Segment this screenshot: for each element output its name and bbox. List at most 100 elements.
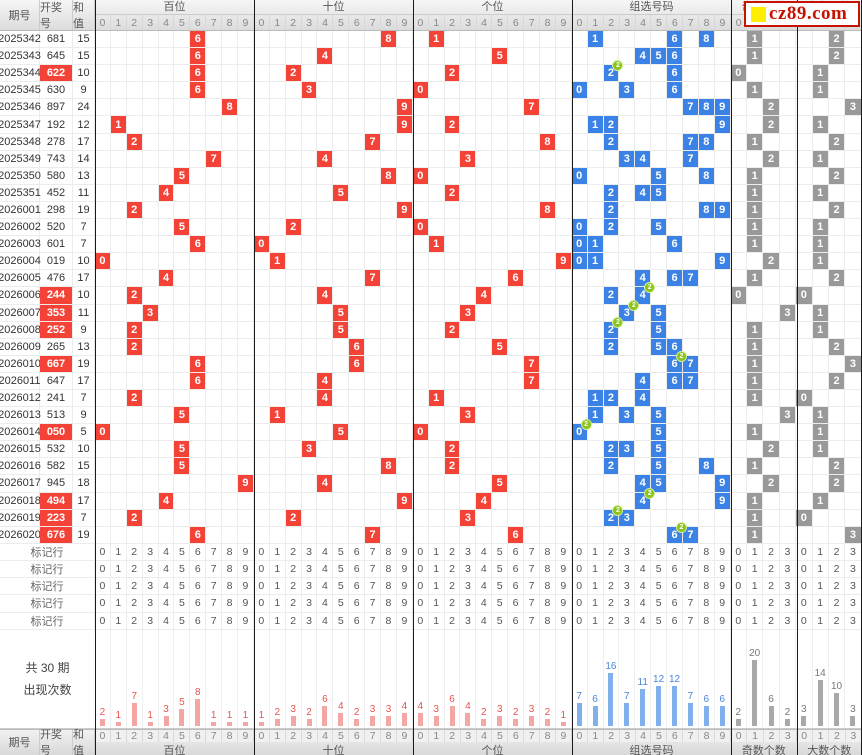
mark-cell-bai-6[interactable]: 6 (190, 595, 207, 613)
mark-cell-zu-2[interactable]: 2 (603, 561, 620, 579)
mark-cell-shi-9[interactable]: 9 (396, 595, 413, 613)
mark-cell-ge-4[interactable]: 4 (476, 543, 493, 561)
mark-cell-shi-1[interactable]: 1 (269, 612, 286, 630)
mark-cell-bai-3[interactable]: 3 (142, 561, 159, 579)
mark-cell-ji-1[interactable]: 1 (747, 543, 764, 561)
mark-cell-ge-3[interactable]: 3 (460, 578, 477, 596)
mark-cell-ge-0[interactable]: 0 (412, 612, 429, 630)
mark-cell-ge-2[interactable]: 2 (444, 595, 461, 613)
mark-cell-shi-6[interactable]: 6 (349, 595, 366, 613)
mark-cell-zu-5[interactable]: 5 (651, 595, 668, 613)
mark-cell-bai-8[interactable]: 8 (222, 612, 239, 630)
mark-cell-ge-5[interactable]: 5 (492, 543, 509, 561)
mark-cell-da-0[interactable]: 0 (796, 543, 813, 561)
mark-cell-zu-4[interactable]: 4 (635, 578, 652, 596)
mark-cell-zu-3[interactable]: 3 (619, 561, 636, 579)
mark-cell-zu-9[interactable]: 9 (714, 595, 731, 613)
mark-cell-zu-6[interactable]: 6 (667, 595, 683, 613)
mark-cell-bai-5[interactable]: 5 (174, 612, 191, 630)
mark-cell-da-0[interactable]: 0 (796, 561, 813, 579)
mark-cell-da-3[interactable]: 3 (845, 543, 862, 561)
mark-cell-da-0[interactable]: 0 (796, 612, 813, 630)
mark-cell-shi-8[interactable]: 8 (381, 595, 397, 613)
mark-cell-zu-6[interactable]: 6 (667, 561, 683, 579)
mark-cell-bai-8[interactable]: 8 (222, 561, 239, 579)
mark-cell-da-1[interactable]: 1 (812, 595, 829, 613)
mark-cell-da-3[interactable]: 3 (845, 561, 862, 579)
mark-cell-zu-4[interactable]: 4 (635, 543, 652, 561)
mark-cell-bai-9[interactable]: 9 (238, 595, 254, 613)
mark-cell-ge-6[interactable]: 6 (508, 561, 525, 579)
mark-cell-zu-4[interactable]: 4 (635, 595, 652, 613)
mark-cell-zu-0[interactable]: 0 (571, 561, 588, 579)
mark-cell-da-2[interactable]: 2 (828, 561, 846, 579)
mark-cell-ge-1[interactable]: 1 (428, 612, 445, 630)
mark-cell-ge-7[interactable]: 7 (524, 595, 540, 613)
mark-cell-shi-5[interactable]: 5 (333, 595, 350, 613)
mark-cell-zu-1[interactable]: 1 (587, 578, 604, 596)
mark-cell-shi-1[interactable]: 1 (269, 595, 286, 613)
mark-cell-ge-3[interactable]: 3 (460, 543, 477, 561)
mark-cell-ji-2[interactable]: 2 (763, 543, 780, 561)
mark-cell-bai-4[interactable]: 4 (158, 578, 175, 596)
mark-cell-shi-5[interactable]: 5 (333, 543, 350, 561)
mark-cell-shi-7[interactable]: 7 (365, 578, 382, 596)
mark-cell-bai-2[interactable]: 2 (126, 612, 143, 630)
mark-cell-zu-1[interactable]: 1 (587, 561, 604, 579)
mark-cell-bai-0[interactable]: 0 (95, 543, 111, 561)
mark-cell-ge-6[interactable]: 6 (508, 612, 525, 630)
mark-cell-bai-3[interactable]: 3 (142, 578, 159, 596)
mark-cell-shi-6[interactable]: 6 (349, 561, 366, 579)
mark-cell-zu-1[interactable]: 1 (587, 612, 604, 630)
mark-cell-bai-9[interactable]: 9 (238, 543, 254, 561)
mark-cell-bai-8[interactable]: 8 (222, 595, 239, 613)
mark-cell-shi-0[interactable]: 0 (253, 578, 270, 596)
mark-cell-bai-7[interactable]: 7 (206, 561, 223, 579)
mark-cell-zu-5[interactable]: 5 (651, 612, 668, 630)
mark-cell-shi-3[interactable]: 3 (301, 612, 318, 630)
mark-cell-shi-0[interactable]: 0 (253, 612, 270, 630)
mark-cell-bai-7[interactable]: 7 (206, 595, 223, 613)
mark-cell-shi-9[interactable]: 9 (396, 543, 413, 561)
mark-cell-zu-3[interactable]: 3 (619, 612, 636, 630)
mark-cell-zu-9[interactable]: 9 (714, 612, 731, 630)
mark-cell-ge-4[interactable]: 4 (476, 578, 493, 596)
mark-cell-ji-1[interactable]: 1 (747, 612, 764, 630)
mark-cell-shi-2[interactable]: 2 (285, 595, 302, 613)
mark-cell-shi-1[interactable]: 1 (269, 543, 286, 561)
mark-cell-ge-0[interactable]: 0 (412, 543, 429, 561)
mark-cell-ge-7[interactable]: 7 (524, 578, 540, 596)
mark-cell-zu-2[interactable]: 2 (603, 612, 620, 630)
mark-cell-bai-1[interactable]: 1 (110, 612, 127, 630)
mark-cell-bai-2[interactable]: 2 (126, 543, 143, 561)
mark-cell-zu-9[interactable]: 9 (714, 578, 731, 596)
mark-cell-ji-0[interactable]: 0 (730, 578, 747, 596)
mark-cell-bai-4[interactable]: 4 (158, 595, 175, 613)
mark-cell-shi-4[interactable]: 4 (317, 578, 334, 596)
mark-cell-zu-5[interactable]: 5 (651, 578, 668, 596)
mark-cell-shi-1[interactable]: 1 (269, 561, 286, 579)
mark-cell-ge-3[interactable]: 3 (460, 595, 477, 613)
mark-cell-ge-9[interactable]: 9 (555, 561, 572, 579)
mark-cell-da-1[interactable]: 1 (812, 561, 829, 579)
mark-cell-bai-5[interactable]: 5 (174, 561, 191, 579)
mark-cell-shi-4[interactable]: 4 (317, 595, 334, 613)
mark-cell-ge-1[interactable]: 1 (428, 543, 445, 561)
mark-cell-da-2[interactable]: 2 (828, 612, 846, 630)
mark-cell-zu-4[interactable]: 4 (635, 561, 652, 579)
mark-cell-bai-6[interactable]: 6 (190, 561, 207, 579)
mark-cell-shi-3[interactable]: 3 (301, 595, 318, 613)
mark-cell-ge-6[interactable]: 6 (508, 578, 525, 596)
mark-cell-bai-1[interactable]: 1 (110, 561, 127, 579)
mark-cell-ge-6[interactable]: 6 (508, 595, 525, 613)
mark-cell-zu-7[interactable]: 7 (682, 543, 699, 561)
mark-cell-zu-9[interactable]: 9 (714, 543, 731, 561)
mark-cell-bai-2[interactable]: 2 (126, 595, 143, 613)
mark-cell-ge-5[interactable]: 5 (492, 561, 509, 579)
mark-cell-ge-9[interactable]: 9 (555, 543, 572, 561)
mark-cell-ge-8[interactable]: 8 (539, 578, 556, 596)
mark-cell-shi-2[interactable]: 2 (285, 578, 302, 596)
mark-cell-ge-7[interactable]: 7 (524, 612, 540, 630)
mark-cell-zu-8[interactable]: 8 (698, 561, 715, 579)
mark-cell-zu-7[interactable]: 7 (682, 595, 699, 613)
